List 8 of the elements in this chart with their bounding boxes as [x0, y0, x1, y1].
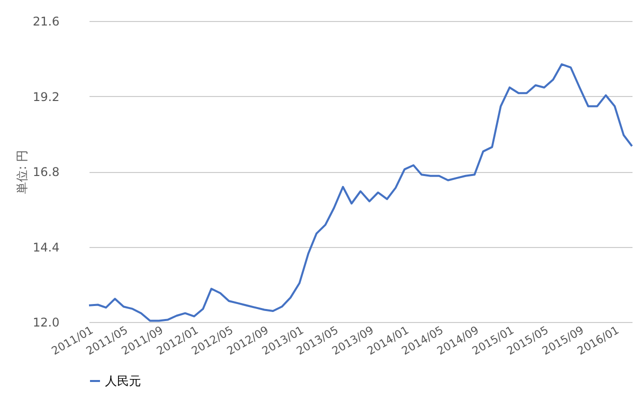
y-axis-title: 単位: 円 [14, 150, 29, 194]
y-tick-label: 14.4 [32, 240, 60, 254]
legend-label: 人民元 [105, 374, 141, 388]
line-series [88, 63, 633, 322]
y-tick-label: 12.0 [32, 316, 60, 330]
y-tick-label: 21.6 [32, 14, 60, 28]
y-tick-label: 19.2 [32, 90, 60, 104]
y-tick-label: 16.8 [32, 165, 60, 179]
